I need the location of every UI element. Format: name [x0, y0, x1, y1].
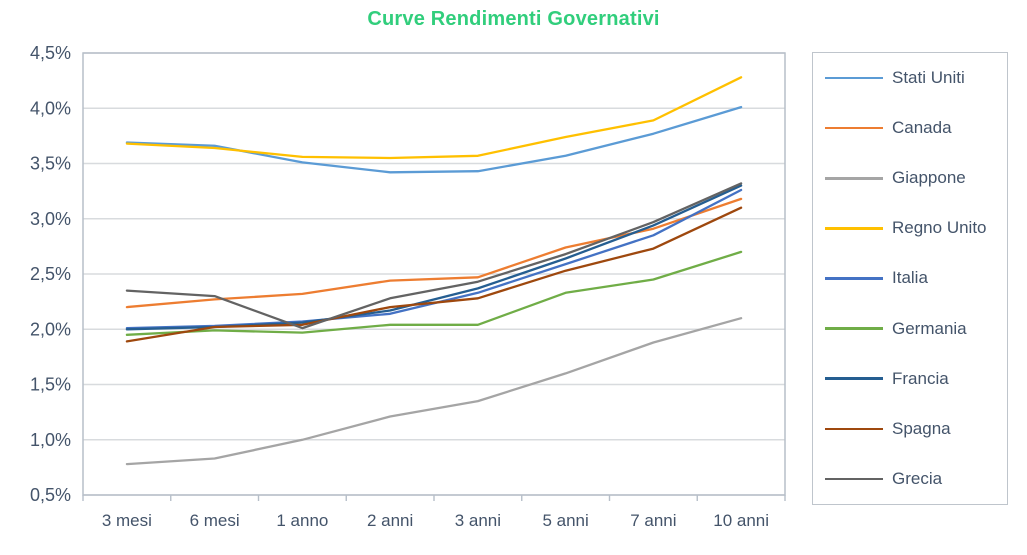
legend-line-swatch — [825, 377, 883, 380]
legend-line-swatch — [825, 227, 883, 230]
legend-line-swatch — [825, 277, 883, 280]
legend-item-regno-unito: Regno Unito — [813, 218, 1007, 238]
legend-item-canada: Canada — [813, 118, 1007, 138]
legend-label: Germania — [892, 318, 967, 338]
legend: Stati Uniti Canada Giappone Regno Unito Ital… — [812, 52, 1008, 505]
legend-line-swatch — [825, 126, 883, 130]
legend-item-giappone: Giappone — [813, 168, 1007, 188]
x-tick-label: 3 mesi — [102, 511, 152, 530]
y-tick-label: 3,0% — [30, 209, 71, 229]
series-line-spagna — [125, 206, 743, 343]
legend-label: Spagna — [892, 418, 951, 438]
y-tick-label: 2,5% — [30, 264, 71, 284]
legend-label: Canada — [892, 118, 952, 138]
x-tick-label: 7 anni — [630, 511, 676, 530]
legend-item-francia: Francia — [813, 369, 1007, 389]
x-tick-label: 5 anni — [542, 511, 588, 530]
legend-item-germania: Germania — [813, 319, 1007, 339]
series-line-stati-uniti — [125, 105, 743, 174]
legend-item-stati-uniti: Stati Uniti — [813, 68, 1007, 88]
legend-label: Stati Uniti — [892, 68, 965, 88]
x-tick-label: 6 mesi — [190, 511, 240, 530]
legend-item-spagna: Spagna — [813, 419, 1007, 439]
y-tick-label: 1,0% — [30, 430, 71, 450]
legend-label: Italia — [892, 268, 928, 288]
series-line-regno-unito — [125, 76, 743, 160]
y-tick-label: 3,5% — [30, 154, 71, 174]
series-line-germania — [125, 250, 743, 336]
series-line-grecia — [125, 182, 743, 330]
series-line-francia — [125, 184, 743, 331]
legend-item-italia: Italia — [813, 268, 1007, 288]
chart-title: Curve Rendimenti Governativi — [367, 8, 660, 30]
series-line-italia — [125, 188, 743, 330]
y-tick-label: 4,0% — [30, 98, 71, 118]
legend-line-swatch — [825, 427, 883, 431]
x-tick-label: 3 anni — [455, 511, 501, 530]
y-tick-label: 0,5% — [30, 485, 71, 505]
legend-label: Regno Unito — [892, 218, 987, 238]
legend-line-swatch — [825, 327, 883, 330]
series-line-giappone — [125, 317, 743, 466]
y-tick-label: 4,5% — [30, 43, 71, 63]
legend-label: Francia — [892, 368, 949, 388]
legend-line-swatch — [825, 177, 883, 180]
y-tick-label: 1,5% — [30, 375, 71, 395]
legend-line-swatch — [825, 76, 883, 80]
y-tick-label: 2,0% — [30, 319, 71, 339]
legend-label: Grecia — [892, 468, 943, 488]
x-tick-label: 1 anno — [276, 511, 328, 530]
x-tick-label: 10 anni — [713, 511, 769, 530]
legend-item-grecia: Grecia — [813, 469, 1007, 489]
legend-line-swatch — [825, 477, 883, 481]
legend-label: Giappone — [892, 168, 966, 188]
x-tick-label: 2 anni — [367, 511, 413, 530]
